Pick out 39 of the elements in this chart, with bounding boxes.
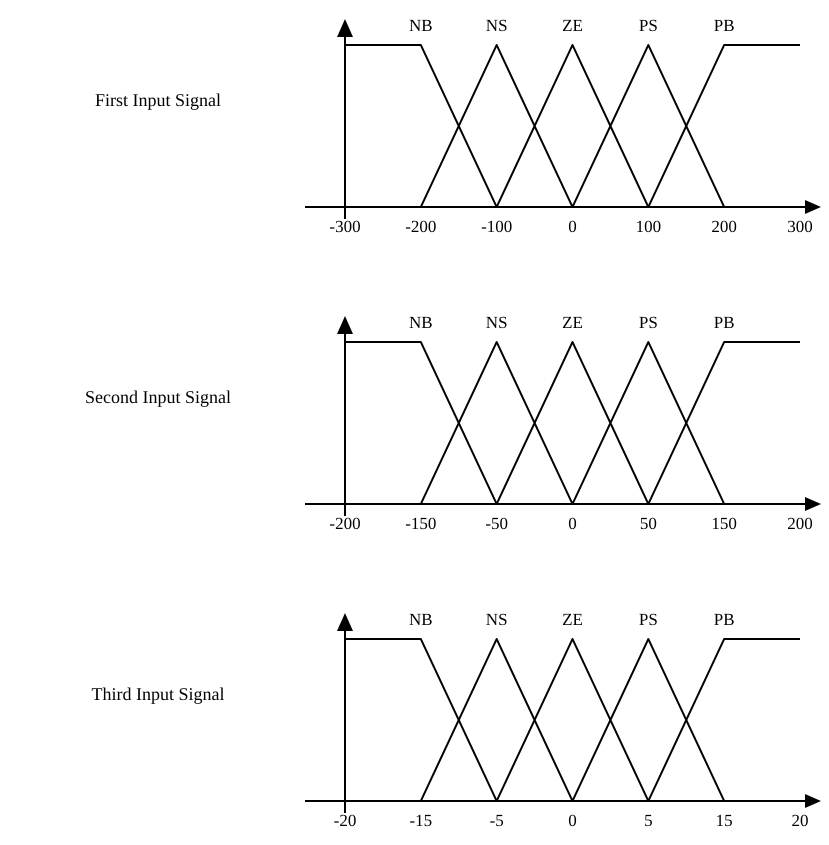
x-tick-label: 100 xyxy=(636,217,662,236)
series-label: PS xyxy=(638,313,658,332)
series-label: NS xyxy=(486,313,508,332)
series-label: PB xyxy=(714,16,735,35)
y-axis-title: Third Input Signal xyxy=(92,684,224,704)
series-label: ZE xyxy=(562,313,583,332)
y-axis-title: First Input Signal xyxy=(94,90,222,110)
x-tick-label: -50 xyxy=(485,514,508,533)
series-label: NB xyxy=(409,313,433,332)
series-label: PS xyxy=(638,16,658,35)
x-tick-label: -100 xyxy=(481,217,512,236)
x-tick-label: -15 xyxy=(409,811,432,830)
x-tick-label: 15 xyxy=(716,811,733,830)
series-label: NS xyxy=(486,610,508,629)
y-axis-title: Second Input Signal xyxy=(85,387,231,407)
series-label: PB xyxy=(714,313,735,332)
x-tick-label: -5 xyxy=(490,811,504,830)
x-tick-label: 50 xyxy=(640,514,657,533)
x-tick-label: 0 xyxy=(568,217,577,236)
series-label: NB xyxy=(409,610,433,629)
x-tick-label: 5 xyxy=(644,811,653,830)
x-tick-label: 0 xyxy=(568,811,577,830)
x-tick-label: 20 xyxy=(792,811,808,830)
series-label: PB xyxy=(714,610,735,629)
x-tick-label: 150 xyxy=(711,514,737,533)
x-tick-label: -200 xyxy=(405,217,436,236)
x-tick-label: 0 xyxy=(568,514,577,533)
series-label: ZE xyxy=(562,16,583,35)
x-tick-label: -20 xyxy=(334,811,356,830)
x-tick-label: -300 xyxy=(329,217,361,236)
x-tick-label: -200 xyxy=(329,514,361,533)
series-label: ZE xyxy=(562,610,583,629)
x-tick-label: -150 xyxy=(405,514,436,533)
x-tick-label: 200 xyxy=(787,514,813,533)
series-label: NS xyxy=(486,16,508,35)
x-tick-label: 300 xyxy=(787,217,813,236)
series-label: PS xyxy=(638,610,658,629)
series-label: NB xyxy=(409,16,433,35)
x-tick-label: 200 xyxy=(711,217,737,236)
